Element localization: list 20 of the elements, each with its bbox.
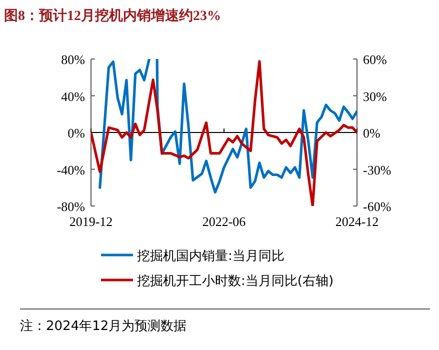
y2-tick-label: 60% (363, 52, 387, 67)
y2-tick-label: 0% (363, 126, 380, 140)
y2-tick-label: 30% (363, 88, 387, 104)
y-tick-label: 40% (61, 88, 86, 104)
y2-tick-label: -30% (363, 162, 392, 178)
y-tick-label: -40% (56, 162, 86, 178)
chart-title: 图8：预计12月挖机内销增速约23% (4, 8, 221, 24)
line-series (156, 59, 357, 194)
x-tick-label: 2022-06 (202, 214, 246, 229)
y2-tick-label: -60% (363, 199, 392, 214)
y-tick-label: -80% (56, 199, 86, 214)
x-tick-label: 2024-12 (335, 214, 379, 229)
legend-label: 挖掘机国内销量:当月同比 (137, 249, 284, 264)
line-series (91, 60, 357, 206)
y-tick-label: 0% (68, 126, 86, 140)
y-tick-label: 80% (61, 52, 86, 67)
x-tick-label: 2019-12 (69, 214, 113, 229)
line-series (98, 59, 151, 189)
text: 注：2024年12月为预测数据 (20, 319, 187, 334)
legend-label: 挖掘机开工小时数:当月同比(右轴) (137, 274, 334, 289)
